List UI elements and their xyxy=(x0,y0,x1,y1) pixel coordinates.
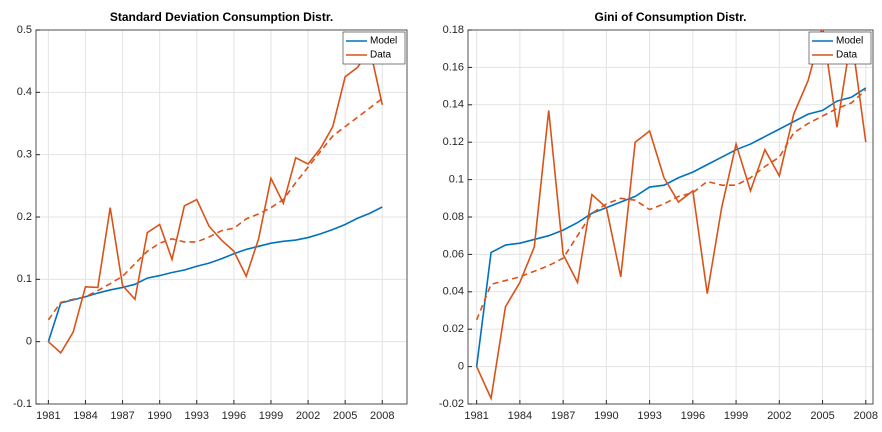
x-tick-label: 2002 xyxy=(296,410,320,422)
data-line xyxy=(475,30,867,402)
legend-label: Data xyxy=(836,50,858,61)
axes-box xyxy=(467,29,874,405)
y-tick-label: -0.02 xyxy=(439,398,464,410)
y-tick-label: 0.5 xyxy=(17,24,32,36)
x-tick-label: 1990 xyxy=(147,410,171,422)
x-tick-label: 1987 xyxy=(551,410,575,422)
x-tick-label: 2005 xyxy=(333,410,357,422)
y-tick-label: 0.1 xyxy=(449,174,464,186)
data-line xyxy=(475,89,867,321)
y-tick-label: -0.1 xyxy=(13,398,32,410)
y-tick-label: 0.18 xyxy=(443,24,464,36)
x-tick-label: 1984 xyxy=(508,410,532,422)
x-tick-label: 2005 xyxy=(810,410,834,422)
y-tick-label: 0 xyxy=(458,361,464,373)
y-tick-label: 0.06 xyxy=(443,248,464,260)
x-tick-label: 1993 xyxy=(185,410,209,422)
series-group xyxy=(475,30,867,402)
x-tick-label: 1996 xyxy=(222,410,246,422)
y-tick-label: 0.02 xyxy=(443,323,464,335)
data-line xyxy=(47,206,383,342)
y-tick-label: 0.3 xyxy=(17,149,32,161)
data-line xyxy=(47,46,384,355)
axes-box xyxy=(35,29,408,405)
chart-title: Gini of Consumption Distr. xyxy=(595,10,747,24)
x-tick-label: 1996 xyxy=(681,410,705,422)
x-tick-label: 1999 xyxy=(259,410,283,422)
legend-box xyxy=(808,31,872,65)
y-tick-label: 0.12 xyxy=(443,136,464,148)
y-tick-label: 0.4 xyxy=(17,86,32,98)
y-tick-label: 0.2 xyxy=(17,211,32,223)
y-tick-label: 0.1 xyxy=(17,273,32,285)
x-tick-label: 1984 xyxy=(73,410,97,422)
x-tick-label: 1981 xyxy=(464,410,488,422)
legend: Model Data xyxy=(342,31,406,65)
x-tick-label: 2002 xyxy=(767,410,791,422)
series-group xyxy=(47,46,384,355)
y-tick-label: 0.14 xyxy=(443,99,464,111)
chart-title: Standard Deviation Consumption Distr. xyxy=(110,10,333,24)
plot: 1981 1984 1987 1990 1993 1996 1999 2002 2005 2008… xyxy=(439,10,878,422)
x-tick-label: 1987 xyxy=(110,410,134,422)
legend-label: Model xyxy=(836,36,863,47)
data-line xyxy=(47,97,383,321)
legend-label: Data xyxy=(370,50,392,61)
x-tick-label: 2008 xyxy=(370,410,394,422)
data-line xyxy=(475,87,867,367)
y-tick-label: 0 xyxy=(26,336,32,348)
x-tick-label: 1999 xyxy=(724,410,748,422)
legend-label: Model xyxy=(370,36,397,47)
x-tick-label: 2008 xyxy=(854,410,878,422)
legend: Model Data xyxy=(808,31,872,65)
x-tick-label: 1993 xyxy=(637,410,661,422)
x-tick-label: 1981 xyxy=(36,410,60,422)
y-tick-label: 0.04 xyxy=(443,286,464,298)
legend-box xyxy=(342,31,406,65)
plot: 1981 1984 1987 1990 1993 1996 1999 2002 2005 2008… xyxy=(13,10,408,422)
y-tick-label: 0.16 xyxy=(443,61,464,73)
y-tick-label: 0.08 xyxy=(443,211,464,223)
x-tick-label: 1990 xyxy=(594,410,618,422)
